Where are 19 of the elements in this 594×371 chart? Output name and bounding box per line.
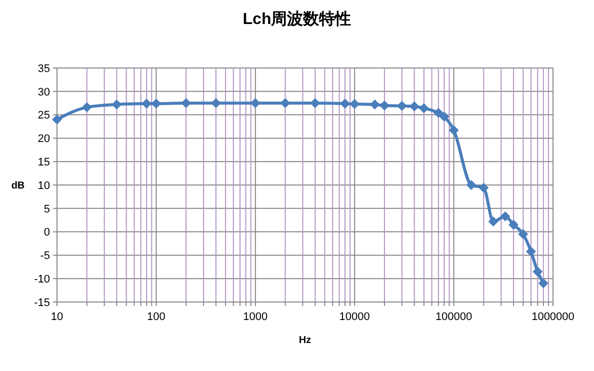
y-tick-label: 35 [38,62,50,75]
y-axis-title: dB [11,180,25,192]
y-tick-label: 30 [38,86,50,98]
x-tick-label: 1000000 [532,311,574,323]
y-tick-label: 0 [44,226,50,239]
y-tick-label: 5 [44,203,50,216]
x-axis-title: Hz [298,335,312,346]
y-tick-label: 10 [38,180,50,192]
y-tick-label: -10 [34,273,50,286]
y-tick-label: 15 [38,156,50,168]
y-tick-label: -15 [34,296,50,309]
chart-title: Lch周波数特性 [242,10,352,28]
x-tick-label: 100000 [435,311,472,323]
x-tick-label: 1000 [243,311,268,323]
x-tick-label: 100 [147,311,166,323]
y-tick-label: 25 [38,110,50,122]
x-tick-label: 10000 [339,311,370,323]
y-tick-label: 20 [38,133,50,146]
y-tick-label: -5 [40,250,50,262]
